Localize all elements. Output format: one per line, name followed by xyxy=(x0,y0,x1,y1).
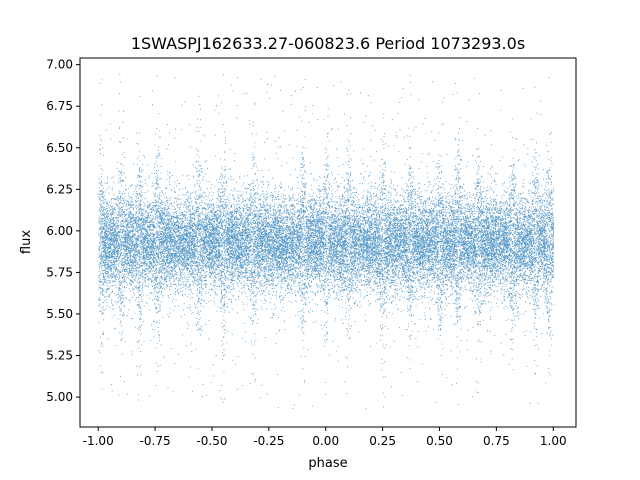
chart-title: 1SWASPJ162633.27-060823.6 Period 1073293… xyxy=(131,34,525,53)
y-tick-label: 5.50 xyxy=(46,307,73,321)
x-tick-label: -0.25 xyxy=(253,434,284,448)
x-axis-label: phase xyxy=(308,456,347,471)
plot-frame xyxy=(79,57,577,428)
x-tick-label: 0.50 xyxy=(426,434,453,448)
y-axis-label: flux xyxy=(19,230,34,254)
data-points xyxy=(98,74,555,410)
y-tick-label: 6.25 xyxy=(46,182,73,196)
x-tick-label: -0.50 xyxy=(196,434,227,448)
y-tick-label: 6.75 xyxy=(46,99,73,113)
x-axis-ticks: -1.00 -0.75 -0.50 -0.25 0.00 0.25 0.50 0.75 1.00 xyxy=(83,427,567,448)
y-tick-label: 7.00 xyxy=(46,58,73,72)
y-tick-label: 6.00 xyxy=(46,224,73,238)
y-tick-label: 5.25 xyxy=(46,349,73,363)
x-tick-label: 0.75 xyxy=(483,434,510,448)
y-tick-label: 6.50 xyxy=(46,141,73,155)
y-tick-label: 5.75 xyxy=(46,265,73,279)
x-tick-label: 0.25 xyxy=(369,434,396,448)
y-tick-label: 5.00 xyxy=(46,390,73,404)
x-tick-label: -1.00 xyxy=(83,434,114,448)
x-tick-label: 0.00 xyxy=(312,434,339,448)
x-tick-label: -0.75 xyxy=(140,434,171,448)
scatter-point-cloud xyxy=(98,74,555,410)
x-tick-label: 1.00 xyxy=(540,434,567,448)
y-axis-ticks: 5.00 5.25 5.50 5.75 6.00 6.25 6.50 6.75 7.00 xyxy=(46,58,80,404)
